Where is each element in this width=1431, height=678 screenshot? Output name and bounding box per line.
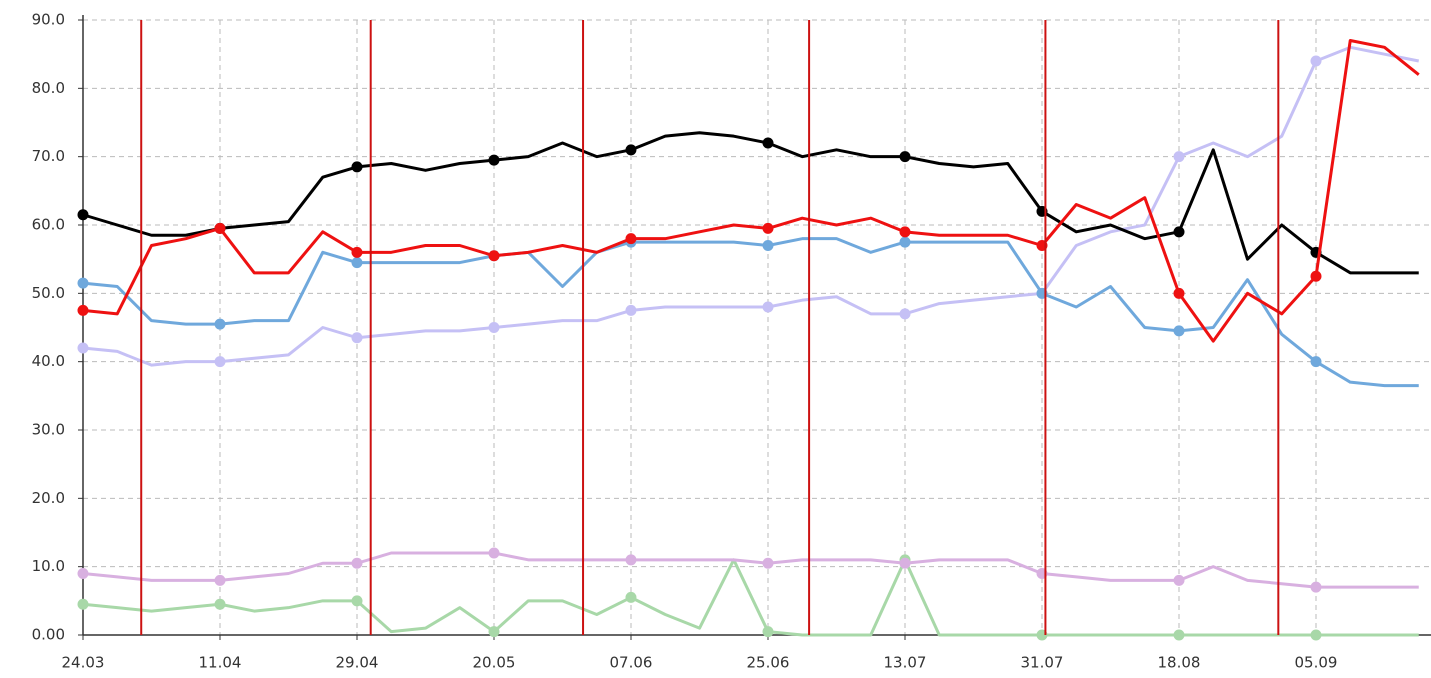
y-tick-label: 60.0	[32, 216, 65, 234]
x-tick-label: 07.06	[610, 654, 653, 672]
point-marker	[762, 301, 774, 313]
point-marker	[1173, 287, 1185, 299]
point-marker	[625, 304, 637, 316]
series-line	[82, 39, 1420, 343]
point-marker	[488, 626, 500, 638]
series-line	[82, 131, 1419, 275]
point-marker	[625, 144, 637, 156]
point-marker	[488, 322, 500, 333]
point-marker	[1310, 581, 1322, 593]
y-tick-label: 40.0	[32, 352, 65, 370]
point-marker	[762, 557, 774, 569]
point-marker	[77, 598, 89, 610]
point-marker	[899, 226, 911, 238]
series-line	[82, 551, 1419, 589]
point-marker	[351, 595, 363, 607]
point-marker	[351, 161, 363, 173]
x-tick-label: 20.05	[473, 654, 516, 672]
x-tick-label: 05.09	[1295, 654, 1338, 672]
point-marker	[77, 568, 89, 579]
point-marker	[77, 209, 89, 221]
point-marker	[1310, 356, 1322, 368]
point-marker	[77, 304, 89, 316]
series-line	[82, 45, 1420, 367]
point-marker	[488, 547, 500, 559]
point-marker	[77, 342, 89, 354]
point-marker	[625, 591, 637, 603]
y-tick-label: 10.0	[32, 557, 65, 575]
point-marker	[762, 626, 774, 638]
point-marker	[762, 222, 774, 234]
x-tick-label: 13.07	[884, 654, 927, 672]
point-marker	[1310, 55, 1322, 67]
point-marker	[214, 574, 226, 586]
point-marker	[351, 246, 363, 258]
y-tick-label: 90.0	[32, 11, 65, 29]
y-tick-label: 80.0	[32, 79, 65, 97]
point-marker	[762, 137, 774, 149]
point-marker	[625, 233, 637, 245]
x-tick-label: 11.04	[199, 654, 242, 672]
x-tick-label: 24.03	[62, 654, 105, 672]
point-marker	[351, 257, 363, 269]
point-marker	[214, 318, 226, 330]
point-marker	[1173, 325, 1185, 337]
point-marker	[351, 332, 363, 344]
y-tick-label: 50.0	[32, 284, 65, 302]
point-marker	[488, 250, 500, 262]
y-tick-label: 20.0	[32, 489, 65, 507]
point-marker	[1173, 629, 1185, 641]
y-tick-label: 70.0	[32, 147, 65, 165]
x-tick-label: 31.07	[1021, 654, 1064, 672]
series-line	[82, 237, 1419, 388]
point-marker	[899, 557, 911, 569]
series-line	[82, 558, 1419, 637]
point-marker	[1173, 574, 1185, 586]
point-marker	[214, 356, 226, 368]
x-tick-label: 29.04	[336, 654, 379, 672]
x-tick-label: 25.06	[747, 654, 790, 672]
point-marker	[1310, 270, 1322, 282]
point-marker	[899, 151, 911, 163]
point-marker	[762, 240, 774, 251]
point-marker	[625, 554, 637, 566]
point-marker	[1173, 226, 1185, 238]
point-marker	[899, 308, 911, 320]
y-tick-label: 30.0	[32, 421, 65, 439]
y-tick-label: 0.00	[32, 626, 65, 644]
point-marker	[1173, 151, 1185, 163]
x-tick-label: 18.08	[1158, 654, 1201, 672]
point-marker	[899, 236, 911, 248]
point-marker	[1310, 629, 1322, 641]
point-marker	[214, 222, 226, 234]
point-marker	[488, 154, 500, 166]
point-marker	[214, 598, 226, 610]
point-marker	[351, 557, 363, 569]
point-marker	[77, 277, 89, 289]
